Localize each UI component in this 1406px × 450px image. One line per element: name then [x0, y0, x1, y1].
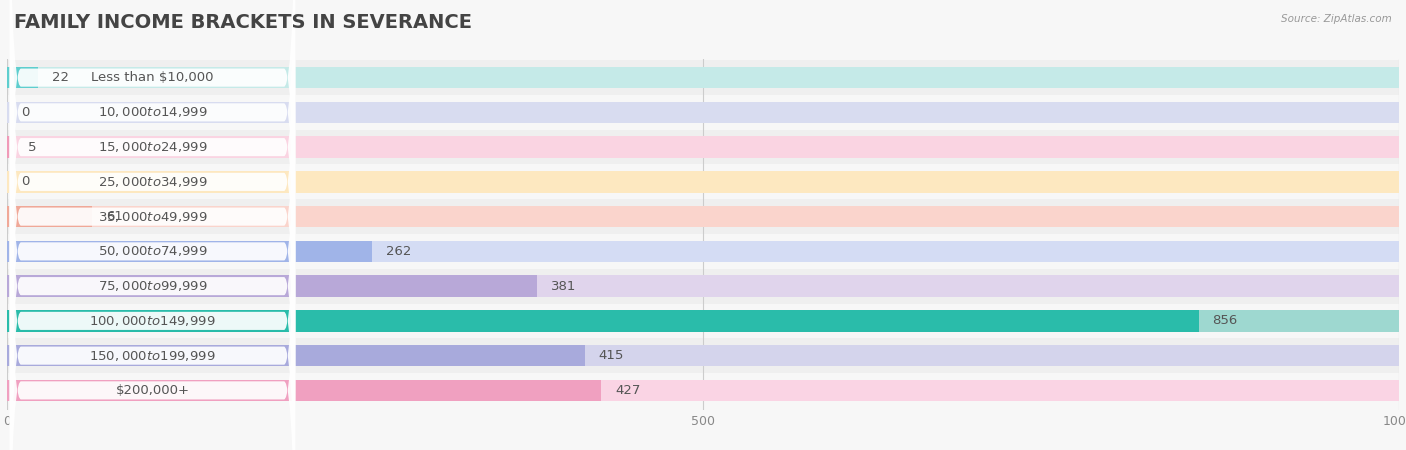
FancyBboxPatch shape — [10, 0, 295, 450]
Text: $75,000 to $99,999: $75,000 to $99,999 — [97, 279, 207, 293]
Text: 61: 61 — [105, 210, 122, 223]
Bar — [7, 60, 1399, 95]
Bar — [7, 206, 1399, 227]
FancyBboxPatch shape — [10, 122, 295, 450]
FancyBboxPatch shape — [10, 0, 295, 450]
Bar — [7, 234, 1399, 269]
Text: $15,000 to $24,999: $15,000 to $24,999 — [97, 140, 207, 154]
Text: 0: 0 — [21, 176, 30, 189]
FancyBboxPatch shape — [10, 0, 295, 416]
Text: 22: 22 — [52, 71, 69, 84]
Bar — [7, 241, 1399, 262]
Text: $150,000 to $199,999: $150,000 to $199,999 — [89, 349, 215, 363]
Bar — [7, 136, 14, 158]
FancyBboxPatch shape — [10, 0, 295, 346]
Text: $35,000 to $49,999: $35,000 to $49,999 — [97, 210, 207, 224]
Bar — [7, 241, 371, 262]
Text: 856: 856 — [1212, 315, 1237, 328]
Bar — [7, 373, 1399, 408]
Text: $100,000 to $149,999: $100,000 to $149,999 — [89, 314, 215, 328]
Bar — [7, 206, 91, 227]
Text: Source: ZipAtlas.com: Source: ZipAtlas.com — [1281, 14, 1392, 23]
FancyBboxPatch shape — [10, 0, 295, 381]
Text: Less than $10,000: Less than $10,000 — [91, 71, 214, 84]
FancyBboxPatch shape — [10, 17, 295, 450]
Bar — [7, 269, 1399, 303]
Bar — [7, 380, 602, 401]
Bar — [7, 380, 1399, 401]
FancyBboxPatch shape — [10, 52, 295, 450]
Bar — [7, 67, 1399, 88]
Bar — [7, 130, 1399, 165]
Bar — [7, 171, 1399, 193]
Bar — [7, 275, 1399, 297]
Text: 415: 415 — [599, 349, 624, 362]
FancyBboxPatch shape — [10, 0, 295, 450]
Bar — [7, 102, 1399, 123]
Text: 5: 5 — [28, 140, 37, 153]
Text: $10,000 to $14,999: $10,000 to $14,999 — [97, 105, 207, 119]
Bar — [7, 199, 1399, 234]
Bar — [7, 275, 537, 297]
Bar — [7, 345, 1399, 366]
Text: 381: 381 — [551, 279, 576, 292]
Bar — [7, 136, 1399, 158]
Bar — [7, 303, 1399, 338]
Text: $25,000 to $34,999: $25,000 to $34,999 — [97, 175, 207, 189]
Bar — [7, 67, 38, 88]
Bar — [7, 95, 1399, 130]
FancyBboxPatch shape — [10, 87, 295, 450]
Text: 0: 0 — [21, 106, 30, 119]
Bar — [7, 345, 585, 366]
Text: FAMILY INCOME BRACKETS IN SEVERANCE: FAMILY INCOME BRACKETS IN SEVERANCE — [14, 14, 472, 32]
Text: $50,000 to $74,999: $50,000 to $74,999 — [97, 244, 207, 258]
Text: 262: 262 — [385, 245, 411, 258]
Bar — [7, 310, 1399, 332]
Bar — [7, 310, 1198, 332]
Text: 427: 427 — [616, 384, 641, 397]
Bar — [7, 165, 1399, 199]
Bar — [7, 338, 1399, 373]
Text: $200,000+: $200,000+ — [115, 384, 190, 397]
